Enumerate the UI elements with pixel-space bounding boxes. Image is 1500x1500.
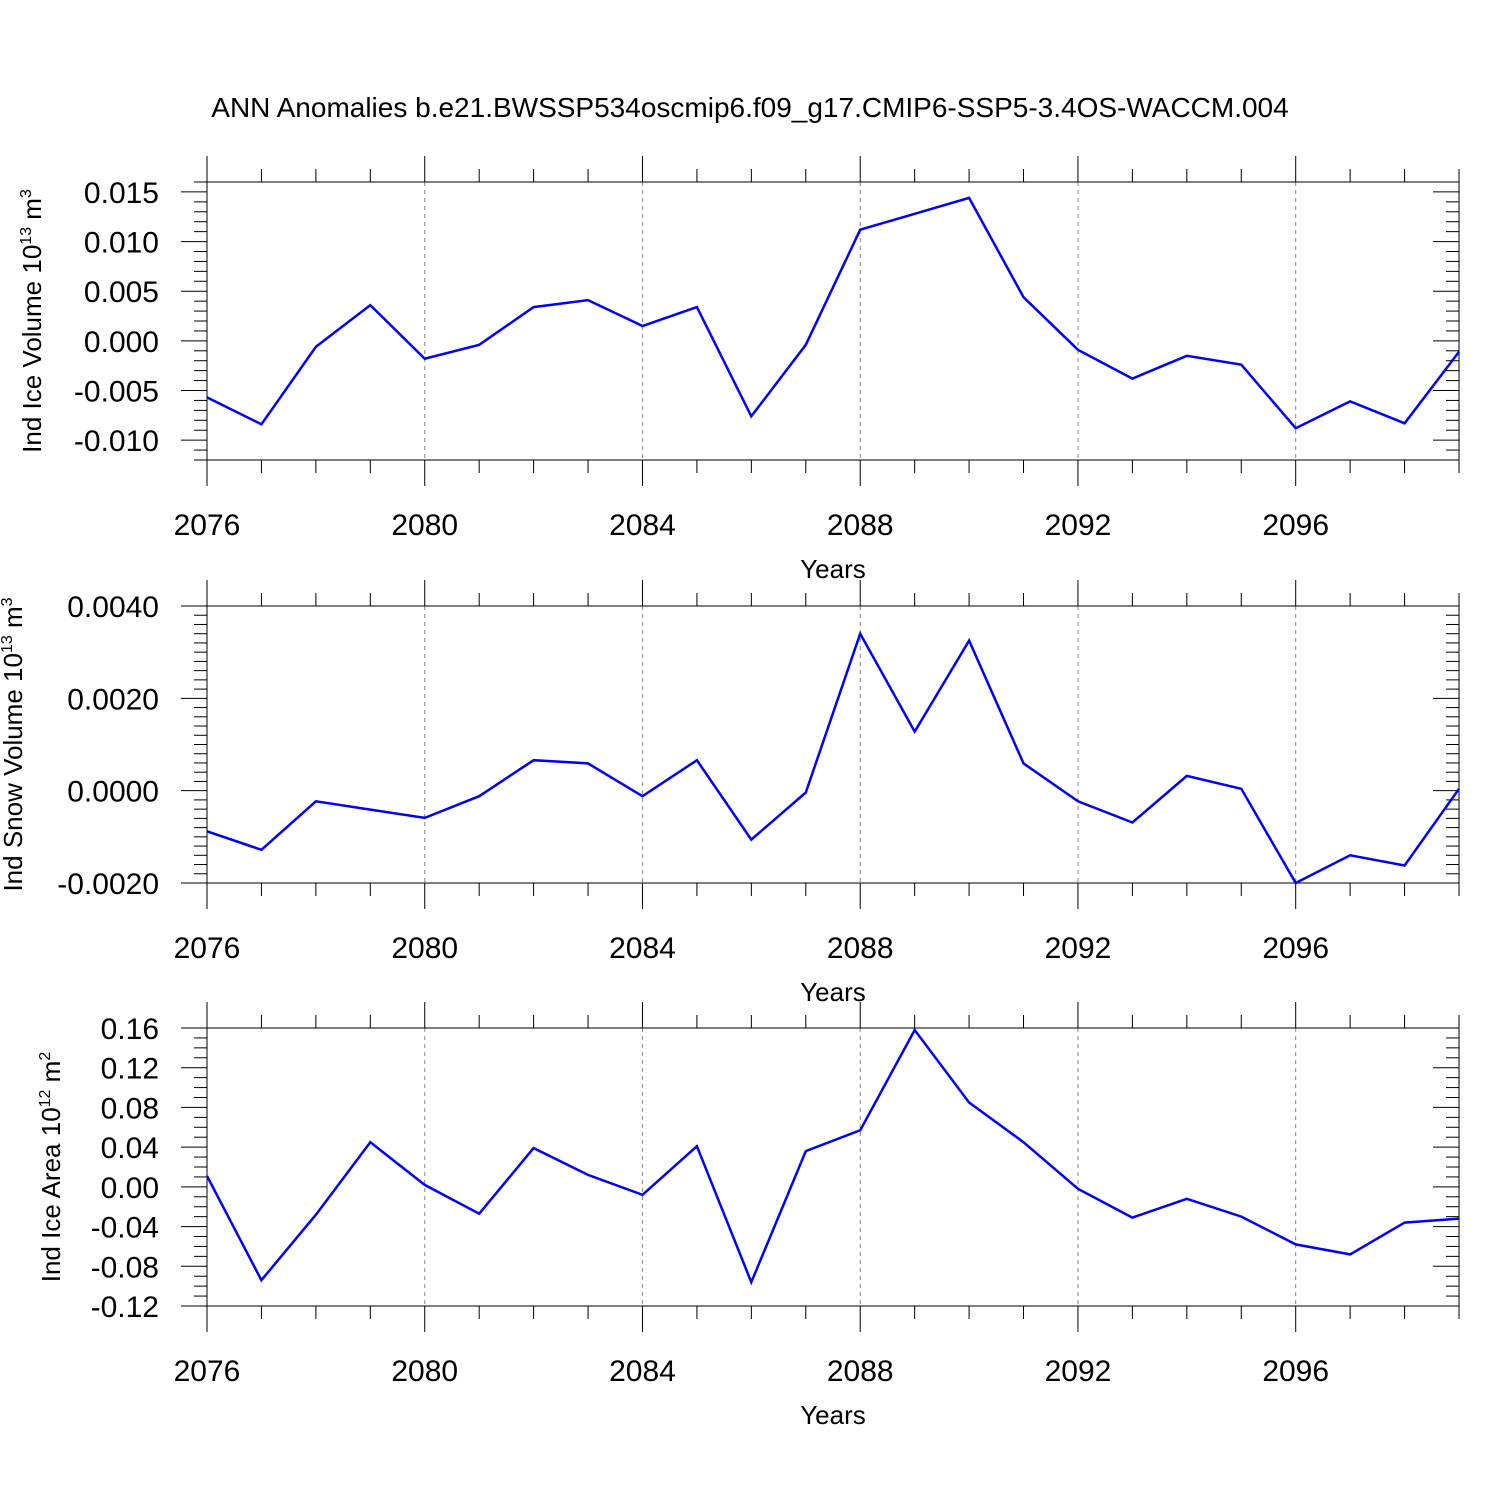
x-axis-label: Years: [800, 554, 866, 584]
y-axis-label-unit: m: [36, 1061, 66, 1090]
y-tick-label: 0.000: [84, 326, 159, 359]
y-tick-label: 0.005: [84, 276, 159, 309]
x-tick-label: 2088: [827, 1355, 894, 1388]
y-axis-label-unit: m: [17, 198, 47, 227]
chart-panel-2: 2076 2080 2084 2088 2092 2096 0.0040 0.0020 0.00…: [0, 580, 1461, 1007]
y-axis-label-unit-exponent: 3: [18, 189, 35, 198]
x-tick-label: 2080: [391, 509, 458, 542]
x-tick-label: 2096: [1262, 509, 1329, 542]
x-tick-label: 2076: [174, 509, 241, 542]
x-tick-label: 2096: [1262, 932, 1329, 965]
y-tick-label: 0.0020: [67, 683, 159, 716]
y-tick-label: -0.04: [91, 1212, 159, 1245]
y-axis-label: Ind Ice Volume 1013 m3: [17, 189, 47, 453]
y-tick-label: 0.010: [84, 227, 159, 260]
x-tick-label: 2096: [1262, 1355, 1329, 1388]
chart-panel-1: 2076 2080 2084 2088 2092 2096 0.015 0.010 0.005 0…: [17, 156, 1460, 584]
y-axis-label-unit-exponent: 2: [37, 1052, 54, 1061]
y-axis-label-text: Ind Snow Volume 10: [0, 653, 28, 892]
y-axis-label-exponent: 12: [37, 1089, 54, 1107]
x-axis-label: Years: [800, 1400, 866, 1430]
y-axis-label-text: Ind Ice Volume 10: [17, 245, 47, 453]
series-line: [205, 1027, 1460, 1286]
y-tick-label: 0.00: [101, 1172, 159, 1205]
y-axis-label: Ind Ice Area 1012 m2: [36, 1052, 66, 1283]
x-tick-label: 2084: [609, 932, 676, 965]
y-axis-label: Ind Snow Volume 1013 m3: [0, 597, 28, 891]
y-tick-label: 0.015: [84, 177, 159, 210]
series-line: [206, 196, 1460, 430]
y-tick-label: -0.0020: [57, 868, 159, 901]
x-tick-label: 2092: [1045, 932, 1112, 965]
chart-title: ANN Anomalies b.e21.BWSSP534oscmip6.f09_…: [211, 92, 1289, 123]
x-tick-label: 2080: [391, 932, 458, 965]
x-axis-label: Years: [800, 977, 866, 1007]
y-axis-label-exponent: 13: [18, 227, 35, 245]
y-tick-label: 0.12: [101, 1053, 159, 1086]
x-tick-label: 2092: [1045, 509, 1112, 542]
x-tick-label: 2084: [609, 1355, 676, 1388]
y-axis-label-unit-exponent: 3: [0, 597, 16, 606]
plot-frame: [206, 1027, 1460, 1307]
x-tick-label: 2092: [1045, 1355, 1112, 1388]
series-line: [206, 630, 1461, 885]
y-tick-label: 0.08: [101, 1092, 159, 1125]
chart-panel-3: 2076 2080 2084 2088 2092 2096 0.16 0.12 0.08 0.04…: [36, 1002, 1460, 1430]
plot-frame: [206, 181, 1460, 461]
y-tick-label: 0.0040: [67, 591, 159, 624]
y-tick-label: 0.16: [101, 1013, 159, 1046]
x-tick-label: 2084: [609, 509, 676, 542]
y-tick-label: 0.04: [101, 1132, 159, 1165]
x-tick-label: 2076: [174, 1355, 241, 1388]
y-tick-label: 0.0000: [67, 776, 159, 809]
y-tick-label: -0.010: [74, 425, 159, 458]
y-axis-label-exponent: 13: [0, 635, 16, 653]
y-tick-label: -0.08: [91, 1251, 159, 1284]
y-tick-label: -0.12: [91, 1291, 159, 1324]
y-tick-label: -0.005: [74, 376, 159, 409]
x-tick-label: 2076: [174, 932, 241, 965]
y-axis-label-text: Ind Ice Area 10: [36, 1107, 66, 1282]
x-tick-label: 2080: [391, 1355, 458, 1388]
x-tick-label: 2088: [827, 509, 894, 542]
x-tick-label: 2088: [827, 932, 894, 965]
y-axis-label-unit: m: [0, 606, 28, 635]
